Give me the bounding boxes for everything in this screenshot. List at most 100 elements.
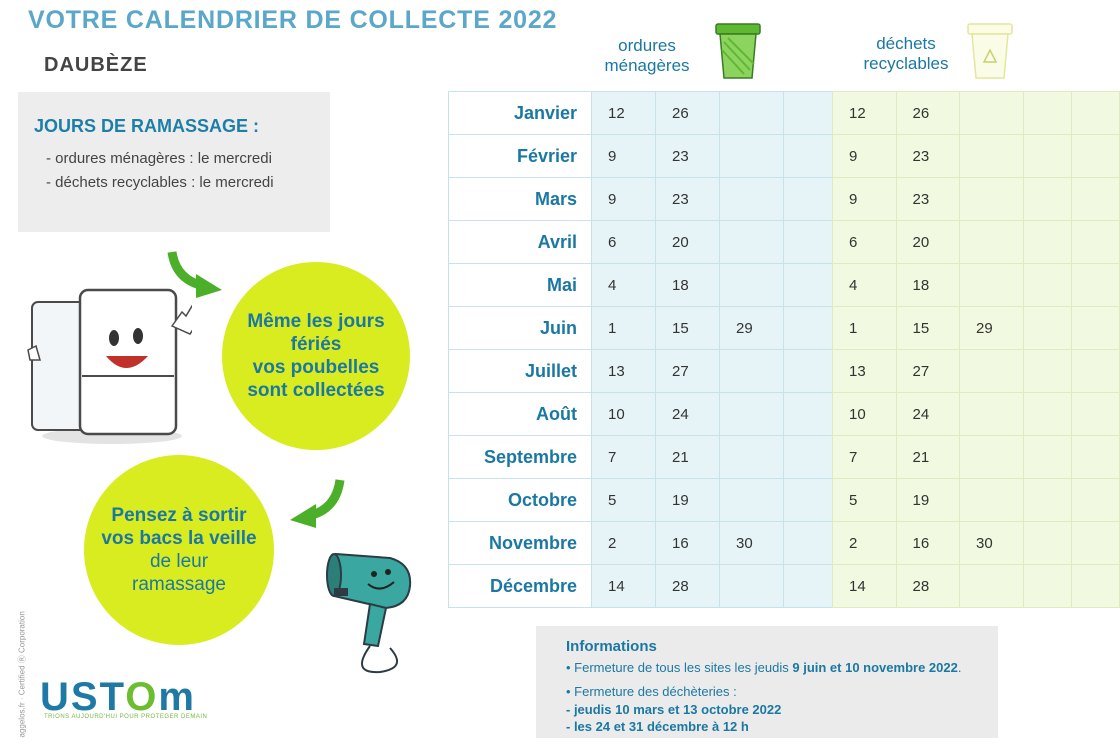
collection-date bbox=[719, 177, 784, 221]
collection-date bbox=[719, 435, 784, 479]
collection-date: 26 bbox=[895, 91, 960, 135]
info-line: • Fermeture des déchèteries : bbox=[566, 684, 737, 699]
collection-date: 4 bbox=[591, 263, 656, 307]
collection-date: 2 bbox=[591, 521, 656, 565]
collection-date: 24 bbox=[655, 392, 720, 436]
collection-date: 27 bbox=[655, 349, 720, 393]
month-row: 9 23 bbox=[832, 134, 1120, 178]
collection-date: 2 bbox=[832, 521, 897, 565]
empty-cell bbox=[1022, 478, 1072, 522]
empty-cell bbox=[1022, 91, 1072, 135]
collection-date: 19 bbox=[655, 478, 720, 522]
bubble1-line: Même les jours bbox=[247, 311, 385, 332]
bubble2-line: vos bacs la veille bbox=[101, 528, 257, 549]
collection-days-heading: JOURS DE RAMASSAGE : bbox=[34, 116, 260, 136]
month-label: Mars bbox=[448, 177, 592, 221]
collection-date bbox=[719, 91, 784, 135]
empty-cell bbox=[783, 521, 833, 565]
bubble2-line: ramassage bbox=[132, 574, 226, 595]
empty-cell bbox=[783, 478, 833, 522]
household-day: - ordures ménagères : le mercredi bbox=[46, 150, 272, 167]
collection-date: 23 bbox=[655, 134, 720, 178]
month-row: Février 9 23 bbox=[448, 134, 882, 178]
empty-cell bbox=[1070, 349, 1120, 393]
info-text: . bbox=[957, 660, 962, 675]
collection-date: 20 bbox=[895, 220, 960, 264]
collection-date bbox=[959, 220, 1024, 264]
collection-date: 6 bbox=[832, 220, 897, 264]
recyclable-column-header: déchets recyclables bbox=[854, 34, 958, 74]
empty-cell bbox=[1070, 435, 1120, 479]
empty-cell bbox=[1022, 392, 1072, 436]
side-credit: aggelos.fr · Certified Ⓡ Corporation bbox=[17, 611, 27, 738]
month-row: Avril 6 20 bbox=[448, 220, 882, 264]
collection-date bbox=[719, 392, 784, 436]
bubble2-line: Pensez à sortir bbox=[111, 505, 247, 526]
bubble2-line: de leur bbox=[149, 551, 209, 572]
collection-date bbox=[719, 263, 784, 307]
empty-cell bbox=[1022, 349, 1072, 393]
collection-date: 14 bbox=[832, 564, 897, 608]
collection-date bbox=[959, 91, 1024, 135]
empty-cell bbox=[783, 177, 833, 221]
recyclable-header-line: recyclables bbox=[863, 54, 949, 73]
bubble1-line: vos poubelles bbox=[252, 357, 380, 378]
month-row: Janvier 12 26 bbox=[448, 91, 882, 135]
collection-date bbox=[959, 134, 1024, 178]
collection-date: 9 bbox=[832, 177, 897, 221]
empty-cell bbox=[783, 263, 833, 307]
green-bin-icon bbox=[715, 23, 761, 79]
month-row: 10 24 bbox=[832, 392, 1120, 436]
empty-cell bbox=[1022, 564, 1072, 608]
info-dates: 9 juin et 10 novembre 2022 bbox=[792, 660, 958, 675]
empty-cell bbox=[1022, 306, 1072, 350]
collection-date: 1 bbox=[832, 306, 897, 350]
recyclable-day: - déchets recyclables : le mercredi bbox=[46, 174, 274, 191]
collection-date bbox=[959, 349, 1024, 393]
collection-date: 16 bbox=[895, 521, 960, 565]
collection-date bbox=[719, 349, 784, 393]
info-line: - jeudis 10 mars et 13 octobre 2022 bbox=[566, 702, 782, 717]
empty-cell bbox=[783, 392, 833, 436]
empty-cell bbox=[1022, 177, 1072, 221]
month-row: 5 19 bbox=[832, 478, 1120, 522]
collection-date: 30 bbox=[959, 521, 1024, 565]
empty-cell bbox=[1022, 435, 1072, 479]
collection-date bbox=[959, 263, 1024, 307]
collection-date: 7 bbox=[591, 435, 656, 479]
recyclable-calendar-table: 12 26 9 23 9 23 6 20 4 18 1 15 29 13 27 10 24 7 21 5 19 2 16 30… bbox=[832, 91, 1120, 608]
empty-cell bbox=[1070, 478, 1120, 522]
month-row: Août 10 24 bbox=[448, 392, 882, 436]
household-calendar-table: Janvier 12 26 Février 9 23 Mars 9 23 Avril 6 20 Mai 4… bbox=[448, 91, 882, 608]
logo-text-end: m bbox=[158, 675, 196, 719]
collection-date bbox=[959, 435, 1024, 479]
collection-date: 10 bbox=[832, 392, 897, 436]
collection-date: 5 bbox=[832, 478, 897, 522]
info-heading: Informations bbox=[566, 638, 657, 655]
month-row: Juin 1 15 29 bbox=[448, 306, 882, 350]
reminder-bubble: Pensez à sortir vos bacs la veille de le… bbox=[84, 455, 274, 645]
empty-cell bbox=[1022, 263, 1072, 307]
empty-cell bbox=[783, 564, 833, 608]
empty-cell bbox=[783, 220, 833, 264]
yellow-recycle-bin-icon bbox=[967, 23, 1013, 79]
info-line: - les 24 et 31 décembre à 12 h bbox=[566, 719, 749, 734]
collection-date: 24 bbox=[895, 392, 960, 436]
month-row: Novembre 2 16 30 bbox=[448, 521, 882, 565]
month-label: Juillet bbox=[448, 349, 592, 393]
fridge-mascot-icon bbox=[27, 288, 192, 444]
collection-days-box: JOURS DE RAMASSAGE : - ordures ménagères… bbox=[18, 92, 330, 232]
collection-date bbox=[959, 478, 1024, 522]
collection-date: 28 bbox=[655, 564, 720, 608]
empty-cell bbox=[1022, 220, 1072, 264]
empty-cell bbox=[783, 435, 833, 479]
collection-date: 21 bbox=[895, 435, 960, 479]
collection-date: 21 bbox=[655, 435, 720, 479]
information-box: Informations • Fermeture de tous les sit… bbox=[536, 626, 998, 738]
collection-date: 9 bbox=[832, 134, 897, 178]
empty-cell bbox=[783, 134, 833, 178]
logo-tagline: TRIONS AUJOURD'HUI POUR PROTEGER DEMAIN bbox=[44, 714, 208, 720]
month-label: Septembre bbox=[448, 435, 592, 479]
household-column-header: ordures ménagères bbox=[602, 36, 692, 76]
collection-date: 16 bbox=[655, 521, 720, 565]
